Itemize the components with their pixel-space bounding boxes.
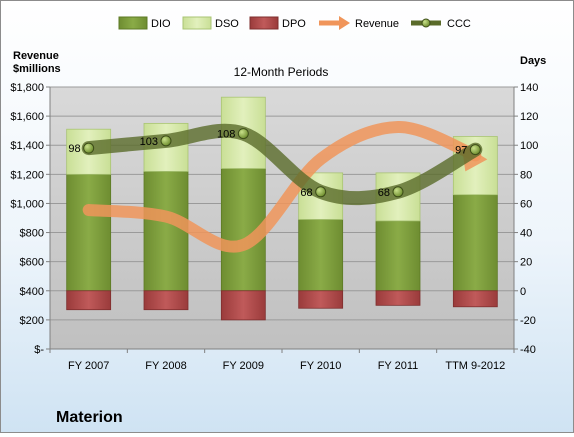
left-axis-tick-label: $1,800 (10, 82, 44, 94)
dpo-bar (452, 290, 498, 308)
dpo-bar (298, 290, 344, 309)
revenue-line (82, 121, 482, 253)
legend: DIO DSO DPO Revenue CCC (118, 16, 471, 30)
dpo-bar (143, 290, 189, 311)
left-axis-tick-label: $600 (20, 257, 44, 269)
left-axis-tick-label: $800 (20, 228, 44, 240)
left-axis-tick-label: $- (34, 344, 44, 356)
dpo-bar (66, 290, 112, 311)
left-axis-tick-label: $400 (20, 286, 44, 298)
ccc-data-label: 68 (378, 187, 390, 199)
left-axis-tick-label: $1,600 (10, 111, 44, 123)
dio-bar (375, 220, 421, 292)
ccc-data-label: 103 (140, 136, 158, 148)
right-axis-tick-label: 60 (520, 198, 532, 210)
ccc-marker (392, 186, 404, 198)
x-axis-tick-label: FY 2008 (145, 360, 186, 372)
ccc-data-label: 98 (68, 143, 80, 155)
x-axis-tick-label: FY 2011 (378, 360, 419, 372)
ccc-data-label: 108 (217, 129, 235, 141)
x-axis-tick-label: FY 2007 (68, 360, 109, 372)
chart-title: 12-Month Periods (234, 65, 329, 79)
left-axis-tick-label: $1,400 (10, 140, 44, 152)
right-axis-tick-label: 40 (520, 228, 532, 240)
dio-bar (66, 173, 112, 292)
right-axis-tick-label: -40 (520, 344, 536, 356)
company-name: Materion (56, 409, 123, 426)
dio-bar (298, 219, 344, 292)
x-axis-tick-label: TTM 9-2012 (445, 360, 505, 372)
x-axis-tick-label: FY 2009 (223, 360, 264, 372)
left-axis-title-line1: Revenue (13, 50, 59, 62)
right-axis-tick-label: 0 (520, 286, 526, 298)
ccc-data-label: 68 (300, 187, 312, 199)
legend-label: DSO (215, 18, 239, 30)
legend-label: DPO (282, 18, 306, 30)
right-axis-title: Days (520, 55, 546, 67)
right-axis-tick-label: 120 (520, 111, 538, 123)
legend-marker (421, 18, 431, 28)
legend-swatch-dio (118, 16, 148, 30)
right-axis-tick-label: 20 (520, 257, 532, 269)
dpo-bar (375, 290, 421, 306)
ccc-data-label: 97 (455, 145, 467, 157)
ccc-marker (469, 144, 481, 156)
axes: $- $200 $400 $600 $800 $1,000 $1,200 $1,400 $1,6… (10, 82, 538, 372)
data-labels: 98 103 108 68 68 97 (68, 129, 467, 199)
right-axis-tick-label: 140 (520, 82, 538, 94)
legend-swatch-dso (182, 16, 212, 30)
plot-area (50, 87, 514, 349)
dpo-bar (220, 290, 266, 321)
ccc-marker (237, 128, 249, 140)
left-axis-title-line2: $millions (13, 63, 61, 75)
left-axis-tick-label: $1,000 (10, 198, 44, 210)
x-axis-tick-label: FY 2010 (300, 360, 341, 372)
ccc-marker (160, 135, 172, 147)
ccc-marker (83, 142, 95, 154)
right-axis-tick-label: -20 (520, 315, 536, 327)
dio-bar (143, 171, 189, 292)
left-axis-tick-label: $200 (20, 315, 44, 327)
legend-label: Revenue (355, 18, 399, 30)
right-axis-tick-label: 100 (520, 140, 538, 152)
legend-arrowhead (339, 16, 350, 30)
dio-bar (452, 194, 498, 292)
left-axis-tick-label: $1,200 (10, 169, 44, 181)
right-axis-tick-label: 80 (520, 169, 532, 181)
legend-swatch-dpo (249, 16, 279, 30)
lines (81, 121, 488, 253)
ccc-marker (315, 186, 327, 198)
legend-label: DIO (151, 18, 171, 30)
legend-label: CCC (447, 18, 471, 30)
